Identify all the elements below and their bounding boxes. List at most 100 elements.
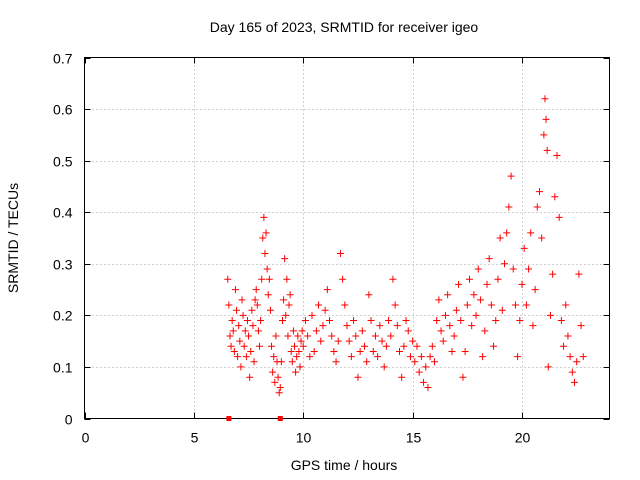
data-point (275, 389, 283, 397)
data-point (336, 249, 344, 257)
data-point (579, 353, 587, 361)
data-point (286, 291, 294, 299)
data-point (487, 301, 495, 309)
y-tick-label: 0.2 (53, 308, 73, 324)
data-point (276, 384, 284, 392)
data-point (422, 363, 430, 371)
data-point (516, 317, 524, 325)
data-point (297, 337, 305, 345)
data-point (304, 332, 312, 340)
data-point (415, 368, 423, 376)
data-point (511, 301, 519, 309)
zero-point (277, 416, 283, 421)
data-point (378, 337, 386, 345)
data-point (288, 358, 296, 366)
data-point (479, 353, 487, 361)
data-point (544, 363, 552, 371)
data-point (413, 342, 421, 350)
data-point (354, 373, 362, 381)
data-point (492, 317, 500, 325)
data-point (549, 270, 557, 278)
data-point (459, 373, 467, 381)
x-tick-label: 15 (406, 430, 422, 446)
data-point (444, 291, 452, 299)
data-point (501, 260, 508, 268)
data-point (332, 358, 340, 366)
data-point (468, 322, 476, 330)
data-point (476, 296, 484, 304)
data-point (293, 353, 301, 361)
data-point (224, 275, 232, 283)
data-point (299, 342, 307, 350)
data-point (343, 322, 351, 330)
y-tick-label: 0.4 (53, 205, 73, 221)
data-point (557, 317, 565, 325)
data-marks (224, 95, 587, 421)
data-point (238, 296, 246, 304)
data-point (365, 291, 373, 299)
data-point (518, 280, 526, 288)
data-point (571, 378, 578, 386)
data-point (474, 265, 482, 273)
data-point (543, 146, 551, 154)
data-point (284, 332, 292, 340)
data-point (321, 306, 329, 314)
data-point (242, 353, 250, 361)
data-point (531, 286, 539, 294)
data-point (411, 358, 419, 366)
data-point (308, 311, 316, 319)
data-point (514, 353, 522, 361)
data-point (248, 306, 256, 314)
data-point (361, 342, 368, 350)
data-point (522, 301, 530, 309)
data-point (435, 296, 443, 304)
data-point (352, 332, 360, 340)
data-point (406, 353, 414, 361)
data-point (268, 342, 276, 350)
data-point (256, 342, 263, 350)
data-point (317, 337, 325, 345)
x-tick-label: 5 (191, 430, 199, 446)
data-point (235, 322, 243, 330)
data-point (306, 353, 314, 361)
data-point (428, 342, 436, 350)
data-point (577, 322, 585, 330)
data-point (409, 337, 417, 345)
data-point (461, 347, 469, 355)
data-point (270, 353, 278, 361)
data-point (272, 332, 280, 340)
data-point (264, 291, 272, 299)
data-point (457, 317, 465, 325)
data-point (231, 286, 239, 294)
data-point (251, 296, 259, 304)
data-point (417, 353, 425, 361)
data-point (261, 249, 269, 257)
data-point (282, 311, 290, 319)
data-point (496, 234, 504, 242)
data-point (347, 353, 355, 361)
data-point (240, 342, 248, 350)
data-point (341, 301, 349, 309)
data-point (289, 327, 297, 335)
data-point (385, 317, 393, 325)
data-point (540, 131, 548, 139)
zero-point (226, 416, 232, 421)
data-point (551, 193, 559, 201)
data-point (326, 317, 333, 325)
data-point (380, 363, 388, 371)
y-tick-label: 0.3 (53, 257, 73, 273)
data-point (573, 358, 581, 366)
data-point (298, 327, 306, 335)
data-point (249, 322, 257, 330)
data-point (509, 265, 517, 273)
data-point (292, 368, 300, 376)
data-point (356, 347, 364, 355)
data-point (236, 337, 244, 345)
data-point (243, 317, 251, 325)
data-point (265, 275, 273, 283)
data-point (391, 301, 399, 309)
data-point (259, 234, 267, 242)
data-point (520, 244, 528, 252)
data-point (555, 213, 563, 221)
